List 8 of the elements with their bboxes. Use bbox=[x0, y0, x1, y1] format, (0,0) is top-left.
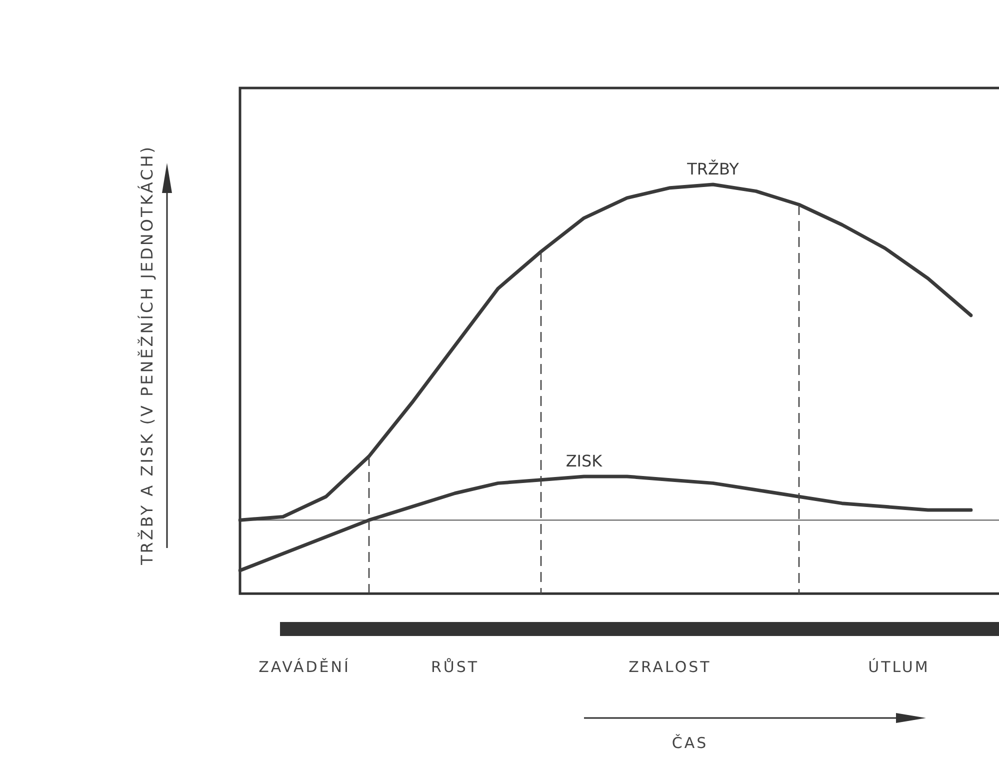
text: ZAVÁDĚNÍ bbox=[258, 658, 350, 676]
text: ZRALOST bbox=[628, 658, 712, 676]
series-label: TRŽBY bbox=[686, 160, 740, 179]
text: ÚTLUM bbox=[868, 658, 930, 676]
text: TRŽBY A ZISK (V PENĚŽNÍCH JEDNOTKÁCH) bbox=[138, 144, 156, 566]
series-label: ZISK bbox=[566, 452, 603, 471]
text: RŮST bbox=[430, 658, 480, 676]
text: ČAS bbox=[672, 734, 708, 752]
